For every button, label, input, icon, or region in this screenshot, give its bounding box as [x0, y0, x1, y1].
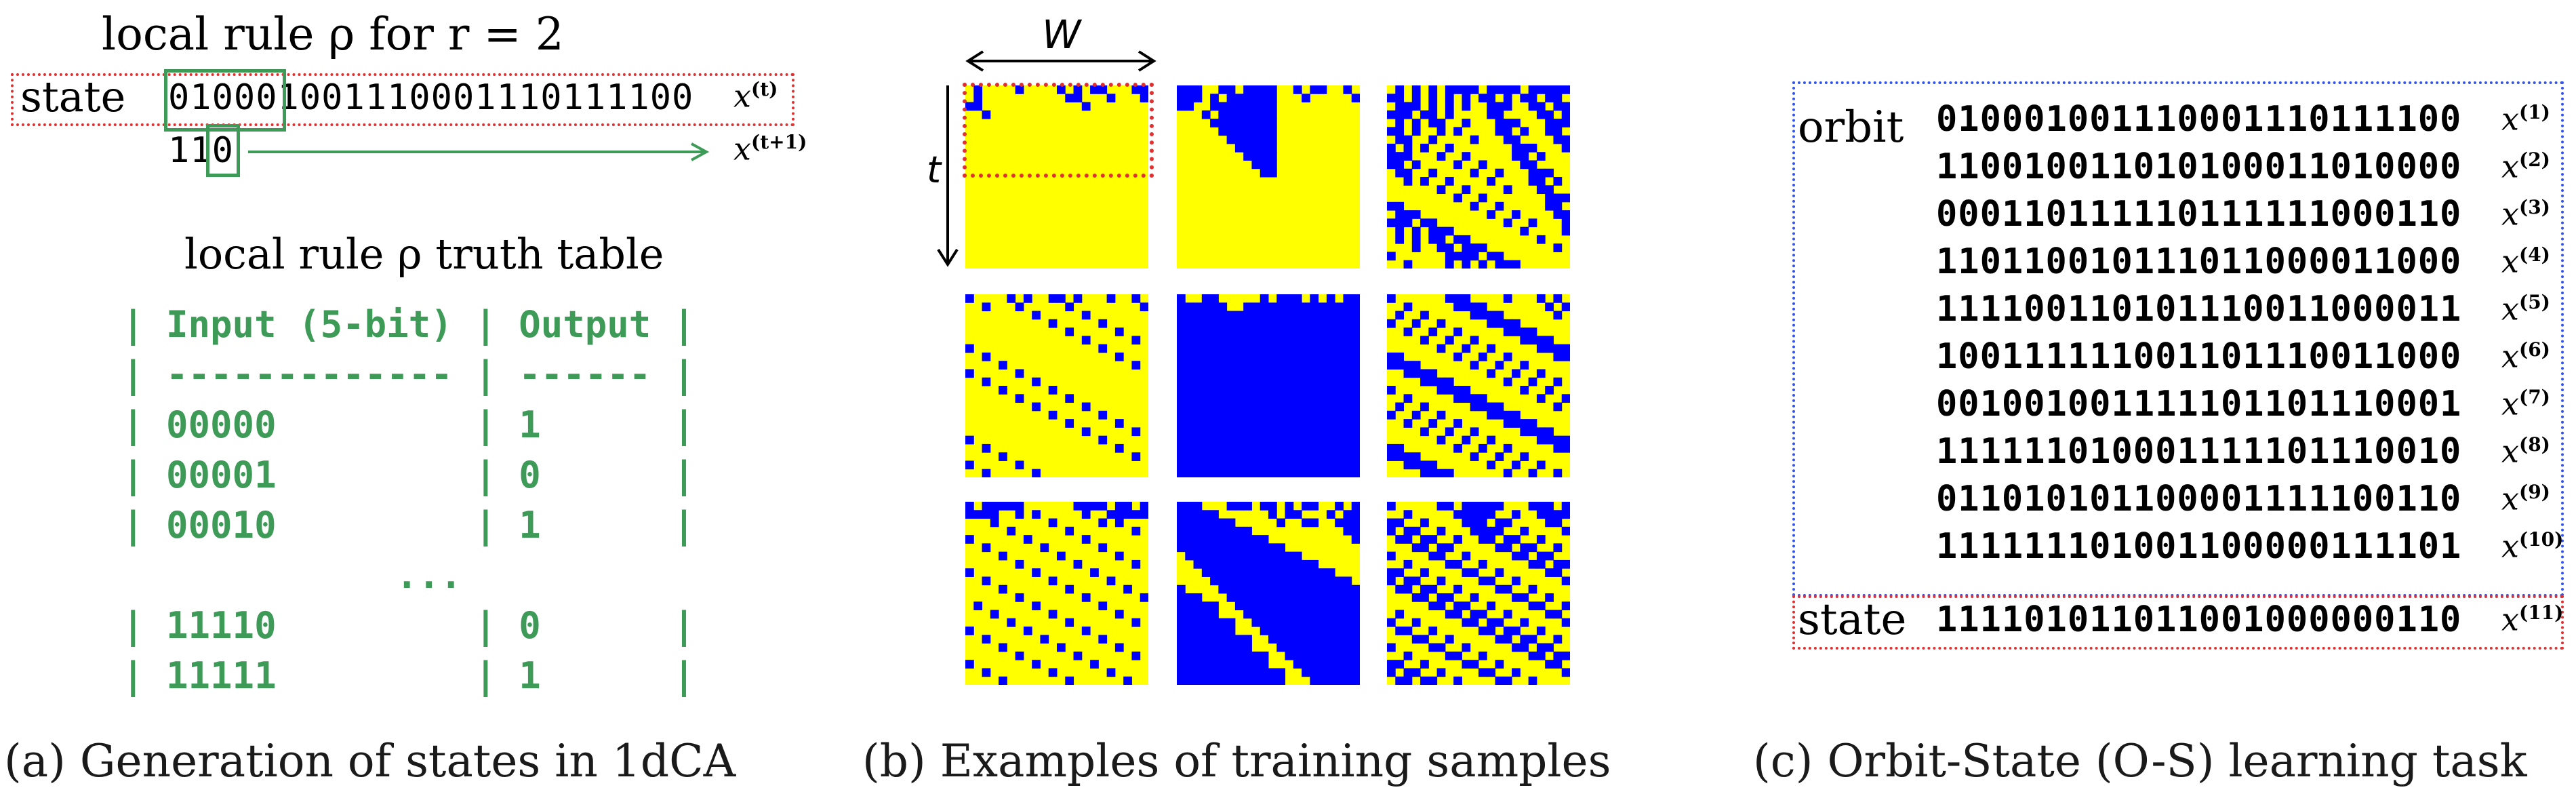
orbit-row-bits: 100111111001101110011000 — [1936, 336, 2462, 377]
orbit-row-bits: 110010011010100011010000 — [1936, 146, 2462, 187]
green-arrow — [248, 142, 710, 161]
state-red-box — [11, 73, 794, 126]
ca-sample — [1387, 294, 1570, 477]
t-arrow — [937, 85, 959, 267]
orbit-row-bits: 111111010001111101110010 — [1936, 431, 2462, 472]
orbit-row-label: x(4) — [2501, 243, 2550, 280]
ca-sample — [1177, 85, 1360, 269]
truth-table-line: | ------------- | ------ | — [122, 353, 696, 396]
ca-sample — [965, 294, 1148, 477]
state-label: state — [20, 72, 126, 121]
orbit-row-bits: 001001001111101101110001 — [1936, 384, 2462, 424]
truth-table-line: | 11110 | 0 | — [122, 604, 696, 647]
next-bit-new: 0 — [205, 124, 241, 177]
state-bits: 010001001110001110111100 — [168, 77, 694, 118]
truth-table-line: | 00001 | 0 | — [122, 454, 696, 496]
orbit-row-label: x(7) — [2501, 385, 2550, 422]
orbit-row-label: x(6) — [2501, 338, 2550, 375]
orbit-row-bits: 010001001110001110111100 — [1936, 99, 2462, 140]
orbit-row-label: x(8) — [2501, 433, 2550, 470]
ca-sample — [1177, 502, 1360, 685]
caption-c: (c) Orbit-State (O-S) learning task — [1753, 735, 2527, 787]
truth-table-line: | Input (5-bit) | Output | — [122, 303, 696, 346]
truth-table-line: | 00000 | 1 | — [122, 403, 696, 446]
truth-table-ellipsis: ... — [396, 554, 462, 597]
t-label: t — [927, 148, 942, 191]
orbit-row-label: x(2) — [2501, 148, 2550, 185]
ca-sample — [1387, 502, 1570, 685]
caption-a: (a) Generation of states in 1dCA — [4, 735, 736, 787]
next-bits: 110 — [168, 124, 241, 177]
caption-b: (b) Examples of training samples — [862, 735, 1611, 787]
state-bits-c: 111101011011001000000110 — [1936, 599, 2462, 640]
ca-sample — [965, 502, 1148, 685]
orbit-row-label: x(5) — [2501, 290, 2550, 327]
orbit-row-label: x(9) — [2501, 480, 2550, 517]
truth-table-line: | 00010 | 1 | — [122, 504, 696, 547]
truth-table-title: local rule ρ truth table — [184, 229, 664, 279]
truth-table-line: | 11111 | 1 | — [122, 654, 696, 697]
orbit-row-label: x(3) — [2501, 195, 2550, 233]
panel-a-title: local rule ρ for r = 2 — [102, 8, 564, 60]
x-11-label: x(11) — [2501, 601, 2564, 638]
state-red-box-c — [1792, 595, 2564, 650]
x-t1-label: x(t+1) — [733, 130, 807, 167]
neighborhood-green-box — [164, 69, 286, 132]
state-label-c: state — [1798, 595, 1907, 645]
sample-window-red-box — [963, 83, 1154, 178]
orbit-row-bits: 011010101100001111100110 — [1936, 479, 2462, 519]
ca-sample — [1387, 85, 1570, 269]
orbit-row-bits: 000110111110111111000110 — [1936, 194, 2462, 235]
w-arrow — [965, 50, 1156, 72]
ca-sample — [1177, 294, 1360, 477]
x-t-label: x(t) — [733, 77, 778, 115]
orbit-row-label: x(1) — [2501, 100, 2550, 138]
orbit-label: orbit — [1798, 102, 1904, 153]
w-label: W — [1042, 12, 1081, 58]
orbit-row-bits: 111100110101110011000011 — [1936, 289, 2462, 330]
orbit-row-bits: 111111101001100000111101 — [1936, 526, 2462, 567]
orbit-row-bits: 110110010111011000011000 — [1936, 241, 2462, 282]
orbit-row-label: x(10) — [2501, 528, 2564, 565]
